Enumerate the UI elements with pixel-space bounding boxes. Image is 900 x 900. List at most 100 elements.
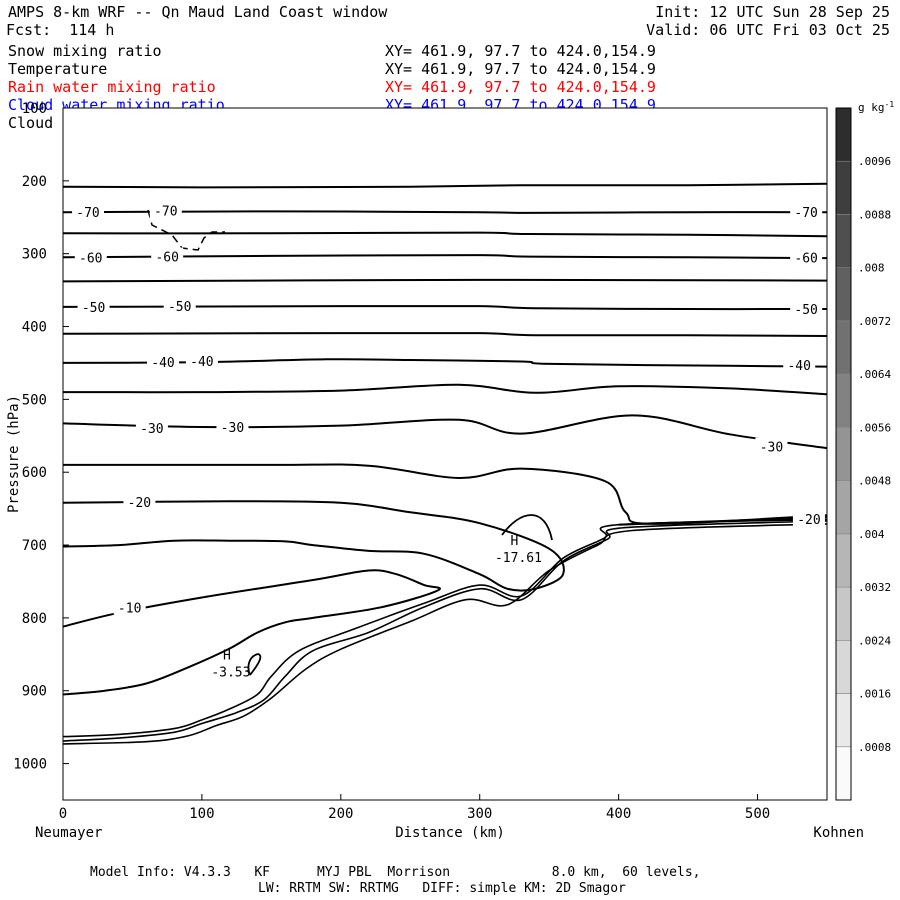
isotherm-label: -30	[760, 441, 783, 456]
terrain-line	[62, 523, 828, 745]
isotherm-label-bg	[149, 201, 182, 218]
cloud-ice-contour	[147, 209, 225, 251]
colorbar-tick-label: .0072	[858, 315, 891, 328]
colorbar-tick-label: .0008	[858, 741, 891, 754]
isotherm-label: -50	[168, 300, 191, 315]
isotherm-label-bg	[72, 203, 105, 220]
x-tick-label: 500	[745, 806, 770, 822]
isotherm-label-bg	[113, 598, 146, 615]
isotherm-label: -70	[794, 206, 817, 221]
x-axis-label: Distance (km)	[395, 825, 505, 841]
isotherm-label: -30	[221, 421, 244, 436]
colorbar-segment	[835, 160, 852, 215]
colorbar-tick-label: .0016	[858, 688, 891, 701]
snow-contour	[501, 514, 553, 541]
colorbar-segment	[835, 586, 852, 641]
y-tick-label: 400	[22, 320, 47, 336]
x-endpoint-left: Neumayer	[35, 825, 102, 841]
isotherm-label-bg	[151, 247, 184, 264]
y-tick-label: 300	[22, 247, 47, 263]
field-label: Snow mixing ratio	[8, 42, 162, 60]
colorbar-tick-label: .0064	[858, 368, 891, 381]
isotherm-line	[62, 414, 828, 450]
y-tick-label: 200	[22, 174, 47, 190]
isotherm-label-bg	[123, 493, 156, 510]
isotherm-label-bg	[755, 437, 788, 454]
isotherm-label-bg	[74, 248, 107, 265]
isotherm-label: -30	[140, 422, 163, 437]
x-tick-label: 100	[189, 806, 214, 822]
colorbar-unit: g kg-1	[858, 100, 894, 114]
high-value: -17.61	[495, 551, 542, 566]
isotherm-label-bg	[147, 353, 180, 370]
x-tick-label: 300	[467, 806, 492, 822]
isotherm-line	[62, 210, 828, 214]
field-xy-range: XY= 461.9, 97.7 to 424.0,154.9	[385, 60, 656, 78]
colorbar-segment	[835, 640, 852, 694]
isotherm-line	[62, 569, 441, 696]
isotherm-line	[62, 182, 828, 189]
isotherm-label-bg	[77, 297, 110, 314]
colorbar-segment	[835, 427, 852, 481]
y-tick-label: 100	[22, 101, 47, 117]
isotherm-label: -20	[797, 513, 820, 528]
field-xy-range: XY= 461.9, 97.7 to 424.0,154.9	[385, 78, 656, 96]
isotherm-label: -60	[794, 251, 817, 266]
y-tick-label: 1000	[13, 757, 47, 773]
y-tick-label: 600	[22, 465, 47, 481]
colorbar-segment	[835, 267, 852, 322]
colorbar-segment	[835, 693, 852, 748]
x-tick-label: 0	[59, 806, 67, 822]
isotherm-label: -70	[76, 206, 99, 221]
isotherm-label-bg	[163, 297, 196, 314]
colorbar-tick-label: .0088	[858, 208, 891, 221]
isotherm-label-bg	[792, 509, 825, 526]
isotherm-label-bg	[216, 418, 249, 435]
forecast-hour: Fcst: 114 h	[6, 21, 115, 39]
colorbar-tick-label: .0048	[858, 475, 891, 488]
colorbar-frame	[835, 107, 852, 801]
isotherm-label: -20	[128, 496, 151, 511]
isotherm-line	[62, 331, 828, 337]
colorbar-segment	[835, 214, 852, 268]
y-axis-label: Pressure (hPa)	[6, 395, 22, 513]
colorbar-tick-label: .0096	[858, 155, 891, 168]
isotherm-label: -50	[82, 301, 105, 316]
isotherm-label: -40	[787, 359, 810, 374]
colorbar-segment	[835, 533, 852, 588]
x-tick-label: 400	[606, 806, 631, 822]
high-marker: H	[223, 648, 231, 663]
isotherm-line	[62, 254, 828, 260]
colorbar-tick-label: .0056	[858, 421, 891, 434]
physics-info: LW: RRTM SW: RRTMG DIFF: simple KM: 2D S…	[258, 881, 626, 896]
x-tick-label: 200	[328, 806, 353, 822]
high-value: -3.53	[211, 665, 250, 680]
y-tick-label: 500	[22, 392, 47, 408]
y-tick-label: 700	[22, 538, 47, 554]
isotherm-label-bg	[135, 418, 168, 435]
valid-time: Valid: 06 UTC Fri 03 Oct 25	[646, 21, 890, 39]
snow-contour	[247, 653, 262, 676]
isotherm-label-bg	[790, 248, 823, 265]
isotherm-label: -70	[154, 205, 177, 220]
high-marker: H	[511, 534, 519, 549]
colorbar-tick-label: .0032	[858, 581, 891, 594]
y-tick-label: 800	[22, 611, 47, 627]
y-tick-label: 900	[22, 684, 47, 700]
isotherm-line	[62, 304, 828, 311]
init-time: Init: 12 UTC Sun 28 Sep 25	[655, 3, 890, 21]
isotherm-line	[62, 383, 828, 396]
colorbar-segment	[835, 373, 852, 428]
colorbar-tick-label: .004	[858, 528, 885, 541]
isotherm-label-bg	[790, 203, 823, 220]
field-label: Temperature	[8, 60, 108, 78]
colorbar-unit-exponent: -1	[885, 100, 895, 109]
terrain-line	[62, 520, 828, 742]
isotherm-label: -60	[79, 251, 102, 266]
isotherm-label: -10	[118, 602, 141, 617]
chart-title: AMPS 8-km WRF -- Qn Maud Land Coast wind…	[8, 3, 388, 21]
isotherm-line	[62, 500, 565, 592]
isotherm-label-bg	[185, 351, 218, 368]
model-info: Model Info: V4.3.3 KF MYJ PBL Morrison 8…	[90, 865, 701, 880]
